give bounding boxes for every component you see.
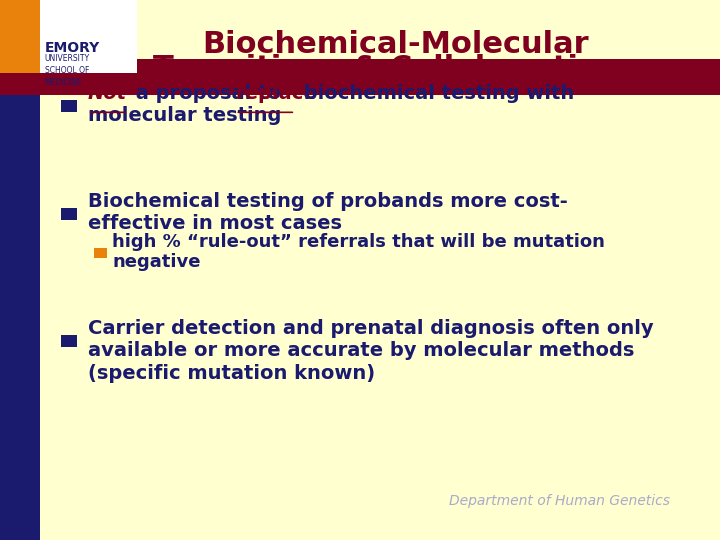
Text: UNIVERSITY
SCHOOL OF
MEDICINE: UNIVERSITY SCHOOL OF MEDICINE [45, 54, 90, 86]
Bar [61, 208, 77, 220]
Bar [61, 100, 77, 112]
Text: Biochemical-Molecular: Biochemical-Molecular [203, 30, 589, 59]
Text: Carrier detection and prenatal diagnosis often only: Carrier detection and prenatal diagnosis… [88, 319, 654, 338]
Text: molecular testing: molecular testing [88, 106, 282, 125]
Text: effective in most cases: effective in most cases [88, 214, 342, 233]
Text: Transitions & Collaborations: Transitions & Collaborations [153, 54, 639, 83]
Bar [40, 0, 137, 73]
Bar [0, 0, 137, 59]
Text: (specific mutation known): (specific mutation known) [88, 364, 375, 383]
Text: negative: negative [112, 253, 201, 271]
Bar [0, 94, 40, 540]
Text: EMORY: EMORY [45, 40, 100, 55]
Bar [61, 335, 77, 347]
Text: replace: replace [235, 84, 317, 103]
Text: Department of Human Genetics: Department of Human Genetics [449, 494, 670, 508]
Bar [94, 248, 107, 258]
Text: biochemical testing with: biochemical testing with [297, 84, 574, 103]
Text: a proposal to: a proposal to [129, 84, 287, 103]
Text: high % “rule-out” referrals that will be mutation: high % “rule-out” referrals that will be… [112, 233, 606, 251]
Bar [0, 59, 720, 94]
Text: available or more accurate by molecular methods: available or more accurate by molecular … [88, 341, 634, 360]
Text: Not: Not [88, 84, 127, 103]
Bar [0, 0, 40, 73]
Text: Biochemical testing of probands more cost-: Biochemical testing of probands more cos… [88, 192, 567, 211]
